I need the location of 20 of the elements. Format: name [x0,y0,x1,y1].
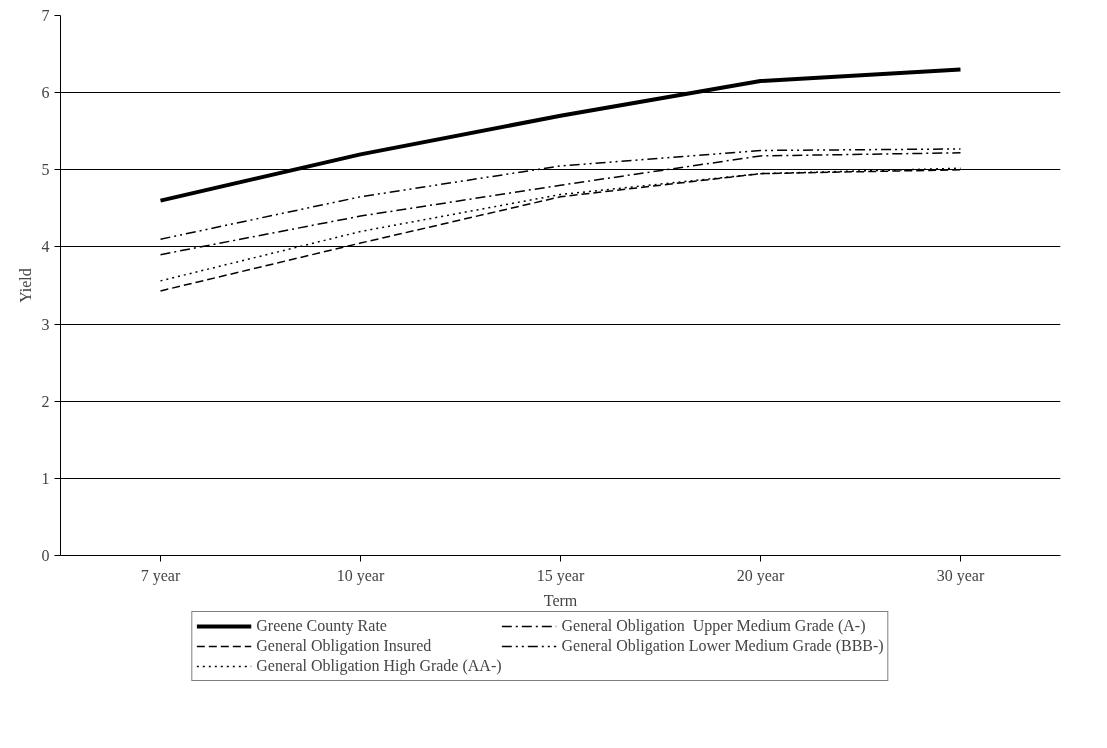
legend-label: Greene County Rate [256,617,387,635]
x-axis-title: Term [543,591,578,609]
y-tick-label: 1 [41,469,50,487]
x-tick-label: 30 year [936,566,985,585]
y-tick-label: 0 [41,547,50,564]
x-tick-label: 10 year [336,566,385,585]
x-tick-label: 7 year [140,566,181,585]
y-tick-label: 5 [41,161,50,179]
legend-label: General Obligation High Grade (AA-) [256,657,502,675]
y-axis-title: Yield [16,268,34,303]
legend-label: General Obligation Lower Medium Grade (BBB-) [561,637,884,655]
x-tick-label: 20 year [736,566,785,585]
y-tick-label: 3 [41,315,50,333]
y-tick-label: 2 [41,392,50,410]
y-tick-label: 7 [41,7,50,24]
legend-label: General Obligation Upper Medium Grade (A-) [561,617,866,635]
y-tick-label: 4 [41,238,50,256]
x-tick-label: 15 year [536,566,585,585]
legend-label: General Obligation Insured [256,637,432,655]
y-tick-label: 6 [41,84,50,102]
